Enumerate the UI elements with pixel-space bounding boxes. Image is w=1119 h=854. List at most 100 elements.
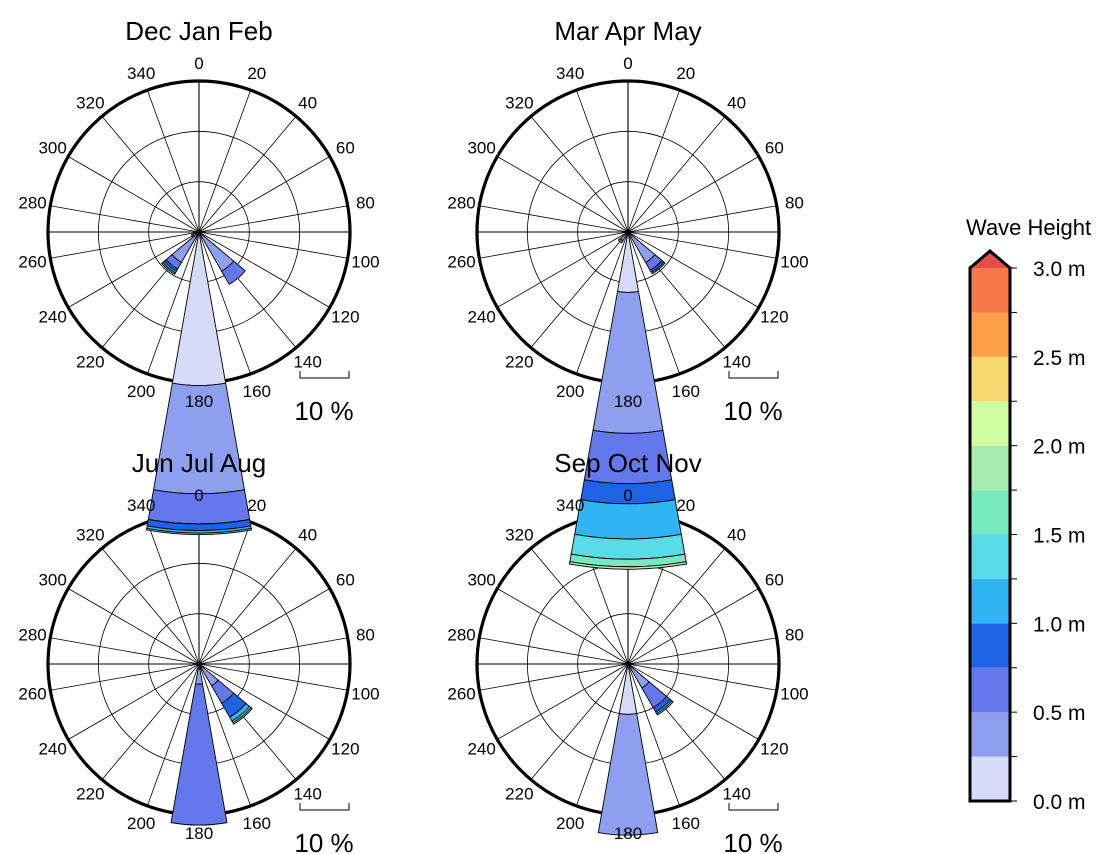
direction-label: 20 <box>676 64 695 83</box>
direction-label: 200 <box>127 382 155 401</box>
direction-label: 160 <box>243 382 271 401</box>
spoke-line <box>627 231 777 259</box>
colorbar-extend-arrow <box>970 251 1010 268</box>
spoke-line <box>497 156 629 233</box>
direction-label: 320 <box>505 94 533 113</box>
rose-wedge <box>160 261 176 275</box>
direction-label: 120 <box>331 740 359 759</box>
spoke-line <box>479 231 629 259</box>
direction-label: 260 <box>18 684 46 703</box>
direction-label: 320 <box>505 526 533 545</box>
panel-title: Sep Oct Nov <box>554 448 701 478</box>
direction-label: 20 <box>676 496 695 515</box>
direction-label: 120 <box>760 308 788 327</box>
direction-label: 140 <box>722 352 750 371</box>
spoke-line <box>68 231 200 308</box>
spoke-line <box>198 116 297 233</box>
colorbar-segment <box>970 356 1010 402</box>
spoke-line <box>50 231 200 259</box>
spoke-line <box>530 231 629 348</box>
data-layer <box>145 231 688 836</box>
spoke-line <box>627 205 777 233</box>
spoke-line <box>146 521 200 665</box>
direction-label: 120 <box>760 740 788 759</box>
spoke-line <box>627 663 681 807</box>
direction-label: 180 <box>185 824 213 843</box>
direction-label: 40 <box>298 94 317 113</box>
direction-label: 20 <box>247 64 266 83</box>
direction-label: 240 <box>38 740 66 759</box>
direction-label: 80 <box>785 626 804 645</box>
direction-label: 120 <box>331 308 359 327</box>
rose-wedge <box>568 561 688 570</box>
direction-label: 100 <box>780 684 808 703</box>
spoke-line <box>497 231 629 308</box>
spoke-line <box>101 548 200 665</box>
scale-bar <box>299 371 350 379</box>
spoke-line <box>497 588 629 665</box>
rose-wedge <box>145 527 253 535</box>
spoke-line <box>198 156 330 233</box>
colorbar-segment <box>970 312 1010 357</box>
spoke-line <box>68 156 200 233</box>
direction-label: 80 <box>356 194 375 213</box>
spoke-line <box>575 89 629 233</box>
spoke-line <box>146 663 200 807</box>
direction-label: 220 <box>76 352 104 371</box>
rose-wedge <box>597 713 659 836</box>
colorbar-outline <box>968 249 1012 803</box>
spoke-line <box>198 663 330 740</box>
colorbar-tick-label: 2.5 m <box>1033 347 1086 370</box>
colorbar-title: Wave Height <box>966 215 1091 240</box>
direction-label: 0 <box>623 54 632 73</box>
direction-label: 0 <box>623 486 632 505</box>
rose-labels: Dec Jan Feb 0 20 40 60 80 100 120 140 160 180 200 22… <box>18 16 379 426</box>
spoke-line <box>198 588 330 665</box>
direction-label: 280 <box>18 626 46 645</box>
direction-label: 300 <box>38 139 66 158</box>
direction-label: 340 <box>127 64 155 83</box>
direction-label: 220 <box>505 352 533 371</box>
direction-label: 200 <box>556 382 584 401</box>
direction-label: 200 <box>556 814 584 833</box>
spoke-line <box>575 663 629 807</box>
direction-label: 240 <box>467 740 495 759</box>
colorbar-segment <box>970 623 1010 668</box>
direction-label: 100 <box>780 252 808 271</box>
direction-label: 100 <box>351 684 379 703</box>
colorbar-tick-label: 1.0 m <box>1033 613 1086 636</box>
direction-label: 20 <box>247 496 266 515</box>
spoke-line <box>146 231 200 375</box>
spoke-line <box>198 663 348 691</box>
direction-label: 260 <box>18 252 46 271</box>
spoke-line <box>627 116 726 233</box>
rose-wedge <box>221 260 246 285</box>
direction-label: 40 <box>298 526 317 545</box>
rose-wedge <box>650 261 666 275</box>
direction-label: 140 <box>722 784 750 803</box>
spoke-line <box>198 548 297 665</box>
direction-label: 160 <box>243 814 271 833</box>
colorbar-segment <box>970 490 1010 535</box>
scale-label: 10 % <box>294 396 353 426</box>
colorbar-segment <box>970 667 1010 713</box>
spoke-line <box>627 231 759 308</box>
colorbar: Wave Height 0.0 m 0.5 m 1.0 m 1.5 m 2.0 m 2.5… <box>966 215 1091 814</box>
scale-bar <box>728 371 779 379</box>
colorbar-segment <box>970 534 1010 579</box>
direction-label: 140 <box>293 352 321 371</box>
spoke-line <box>627 89 681 233</box>
colorbar-segment <box>970 268 1010 313</box>
colorbar-tick-label: 2.0 m <box>1033 436 1086 459</box>
spoke-line <box>575 231 629 375</box>
scale-bar <box>299 803 350 811</box>
label-layer: Dec Jan Feb02040608010012014016018020022… <box>18 16 808 854</box>
direction-label: 0 <box>194 54 203 73</box>
spoke-line <box>627 637 777 665</box>
spoke-line <box>198 663 252 807</box>
rose-wedge <box>232 707 253 725</box>
spoke-line <box>198 89 252 233</box>
direction-label: 220 <box>76 784 104 803</box>
rose-wedge <box>617 237 624 244</box>
colorbar-tick-label: 0.0 m <box>1033 791 1086 814</box>
